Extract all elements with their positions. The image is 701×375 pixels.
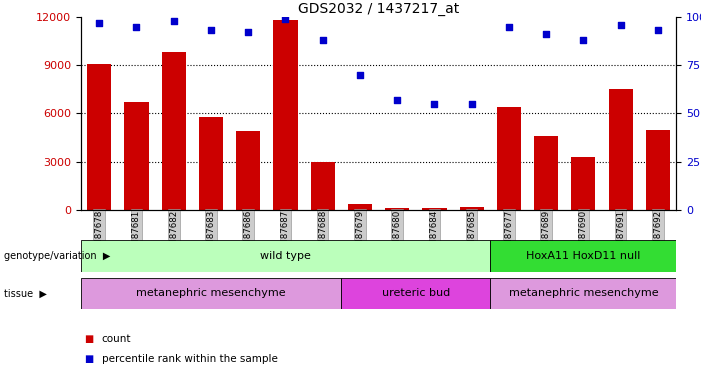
Text: HoxA11 HoxD11 null: HoxA11 HoxD11 null [526, 251, 641, 261]
Bar [162, 52, 186, 210]
Bar [87, 63, 111, 210]
Text: GSM87691: GSM87691 [616, 210, 625, 257]
Bar [236, 131, 260, 210]
Bar [497, 107, 521, 210]
Point [280, 16, 291, 22]
Text: GSM87684: GSM87684 [430, 210, 439, 257]
Bar [124, 102, 149, 210]
Text: GSM87678: GSM87678 [95, 210, 104, 257]
Text: GSM87683: GSM87683 [207, 210, 215, 257]
Point [578, 37, 589, 43]
Bar [273, 20, 297, 210]
Text: ureteric bud: ureteric bud [381, 288, 450, 298]
Text: GSM87688: GSM87688 [318, 210, 327, 257]
Point [466, 101, 477, 107]
Text: percentile rank within the sample: percentile rank within the sample [102, 354, 278, 364]
Point [392, 97, 403, 103]
Bar [646, 129, 670, 210]
Bar [534, 136, 558, 210]
FancyBboxPatch shape [490, 278, 676, 309]
Bar [385, 209, 409, 210]
Text: GSM87685: GSM87685 [467, 210, 476, 257]
Text: metanephric mesenchyme: metanephric mesenchyme [508, 288, 658, 298]
Point [503, 24, 515, 30]
Text: tissue  ▶: tissue ▶ [4, 288, 46, 298]
Text: genotype/variation  ▶: genotype/variation ▶ [4, 251, 110, 261]
Text: ■: ■ [84, 334, 93, 344]
Text: GSM87692: GSM87692 [653, 210, 662, 257]
FancyBboxPatch shape [81, 278, 341, 309]
Bar [422, 209, 447, 210]
Text: GSM87679: GSM87679 [355, 210, 365, 257]
Title: GDS2032 / 1437217_at: GDS2032 / 1437217_at [298, 2, 459, 16]
Point [615, 22, 626, 28]
Bar [199, 117, 223, 210]
Point [317, 37, 328, 43]
Point [540, 31, 552, 37]
Text: GSM87677: GSM87677 [505, 210, 513, 257]
Text: ■: ■ [84, 354, 93, 364]
Text: GSM87681: GSM87681 [132, 210, 141, 257]
Point [205, 27, 217, 33]
Text: GSM87682: GSM87682 [169, 210, 178, 257]
Point [94, 20, 105, 26]
Text: wild type: wild type [260, 251, 311, 261]
Text: GSM87680: GSM87680 [393, 210, 402, 257]
FancyBboxPatch shape [341, 278, 490, 309]
Point [243, 29, 254, 35]
Text: GSM87687: GSM87687 [281, 210, 290, 257]
Bar [460, 207, 484, 210]
Text: GSM87686: GSM87686 [244, 210, 252, 257]
FancyBboxPatch shape [490, 240, 676, 272]
FancyBboxPatch shape [81, 240, 490, 272]
Bar [311, 162, 335, 210]
Bar [571, 157, 595, 210]
Text: GSM87689: GSM87689 [542, 210, 550, 257]
Point [354, 72, 365, 78]
Point [652, 27, 663, 33]
Text: GSM87690: GSM87690 [579, 210, 588, 257]
Point [168, 18, 179, 24]
Bar [608, 89, 633, 210]
Bar [348, 204, 372, 210]
Text: metanephric mesenchyme: metanephric mesenchyme [136, 288, 286, 298]
Text: count: count [102, 334, 131, 344]
Point [131, 24, 142, 30]
Point [429, 101, 440, 107]
